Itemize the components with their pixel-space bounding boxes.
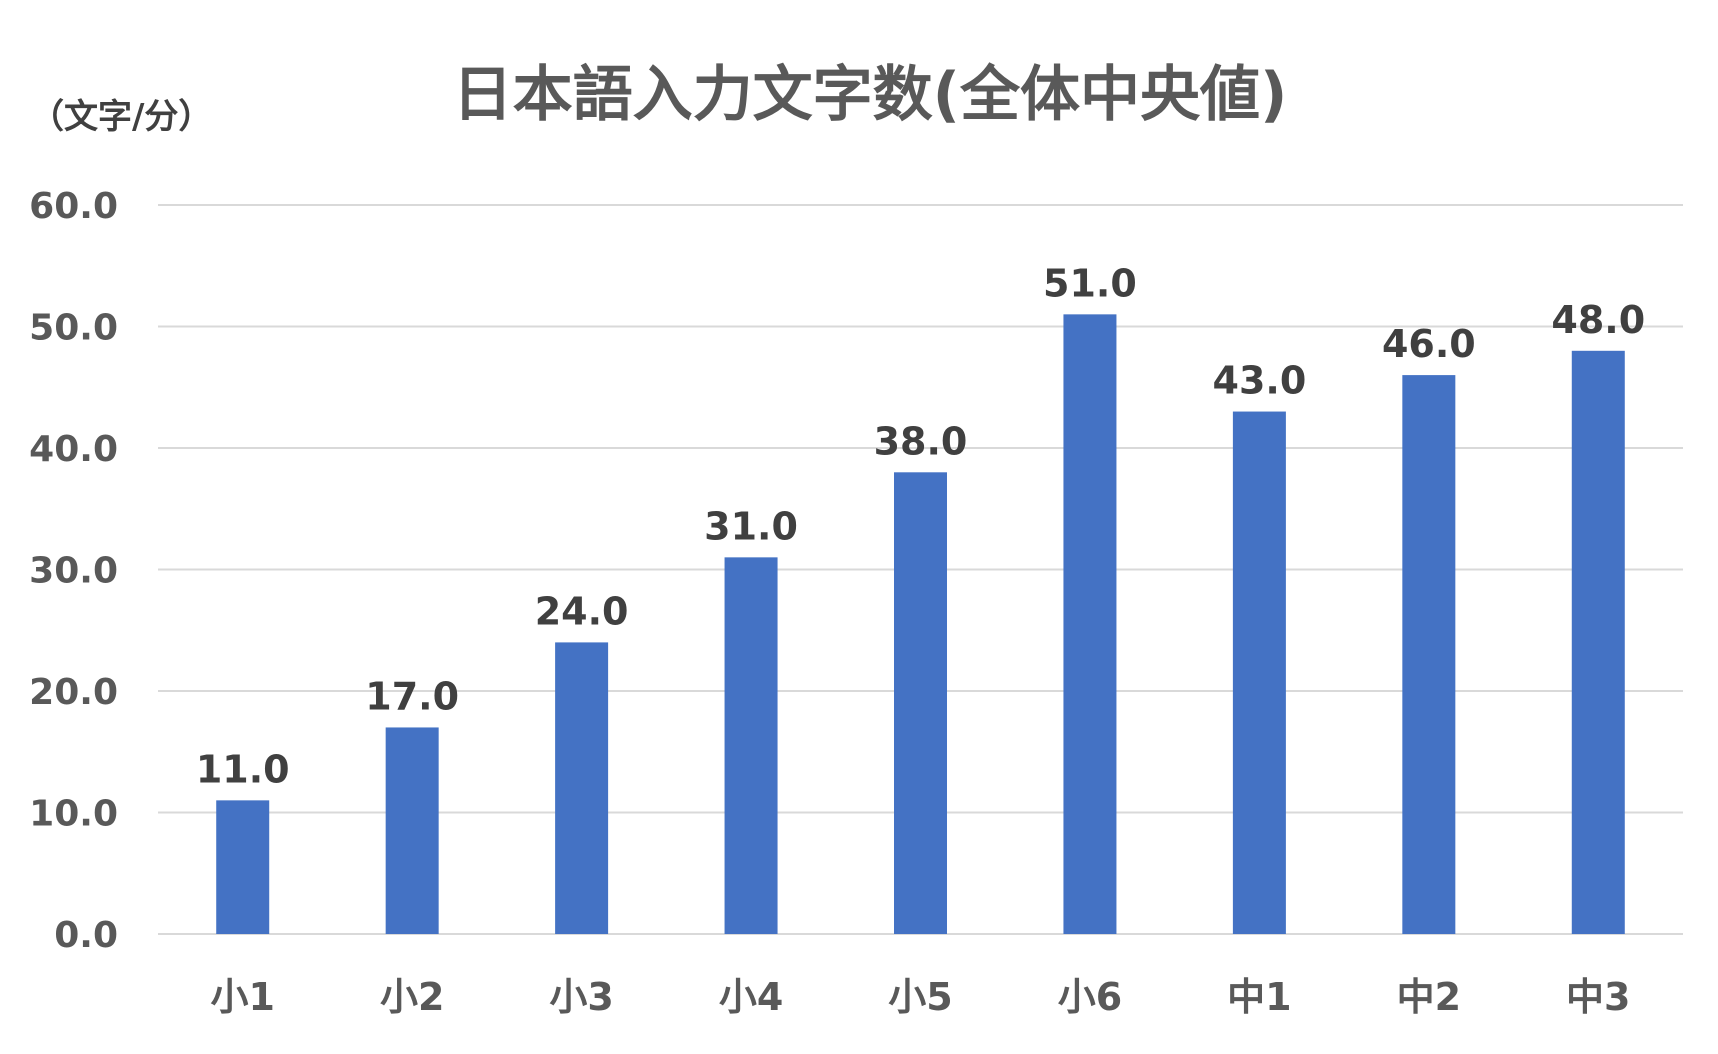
x-tick-label: 小3: [549, 975, 613, 1019]
data-label: 38.0: [874, 419, 968, 463]
data-label: 48.0: [1551, 298, 1645, 342]
x-tick-label: 小4: [719, 975, 783, 1019]
bar: [555, 642, 609, 934]
y-axis-ticks: 0.0 10.0 20.0 30.0 40.0 50.0 60.0: [29, 186, 118, 956]
x-axis-ticks: 小1 小2 小3 小4 小5 小6 中1 中2 中3: [210, 975, 1630, 1019]
x-tick-label: 小5: [888, 975, 952, 1019]
bar: [1571, 350, 1625, 934]
data-label: 11.0: [196, 747, 290, 791]
data-label: 31.0: [704, 504, 798, 548]
y-tick-label: 20.0: [29, 672, 118, 713]
data-label: 51.0: [1043, 261, 1137, 305]
x-tick-label: 小6: [1058, 975, 1122, 1019]
bar: [1402, 375, 1456, 935]
bar: [724, 557, 778, 934]
y-tick-label: 10.0: [29, 794, 118, 835]
x-tick-label: 中3: [1566, 975, 1630, 1019]
bars: [216, 314, 1625, 935]
data-label: 17.0: [365, 674, 459, 718]
bar: [1063, 314, 1117, 935]
y-tick-label: 0.0: [54, 915, 118, 956]
x-tick-label: 中2: [1397, 975, 1461, 1019]
y-tick-label: 60.0: [29, 186, 118, 227]
bar: [894, 472, 947, 934]
x-tick-label: 小2: [380, 975, 444, 1019]
bar: [1232, 411, 1286, 934]
data-labels: 11.0 17.0 24.0 31.0 38.0 51.0 43.0 46.0 48.0: [196, 261, 1645, 791]
x-tick-label: 小1: [210, 975, 274, 1019]
y-axis-unit-label: （文字/分）: [30, 97, 212, 137]
x-tick-label: 中1: [1227, 975, 1291, 1019]
bar: [385, 727, 439, 934]
chart-title: 日本語入力文字数(全体中央値): [453, 60, 1288, 130]
data-label: 46.0: [1382, 322, 1476, 366]
y-tick-label: 30.0: [29, 551, 118, 592]
data-label: 24.0: [535, 589, 629, 633]
y-tick-label: 50.0: [29, 308, 118, 349]
y-tick-label: 40.0: [29, 429, 118, 470]
data-label: 43.0: [1213, 359, 1307, 403]
bar: [216, 800, 270, 934]
